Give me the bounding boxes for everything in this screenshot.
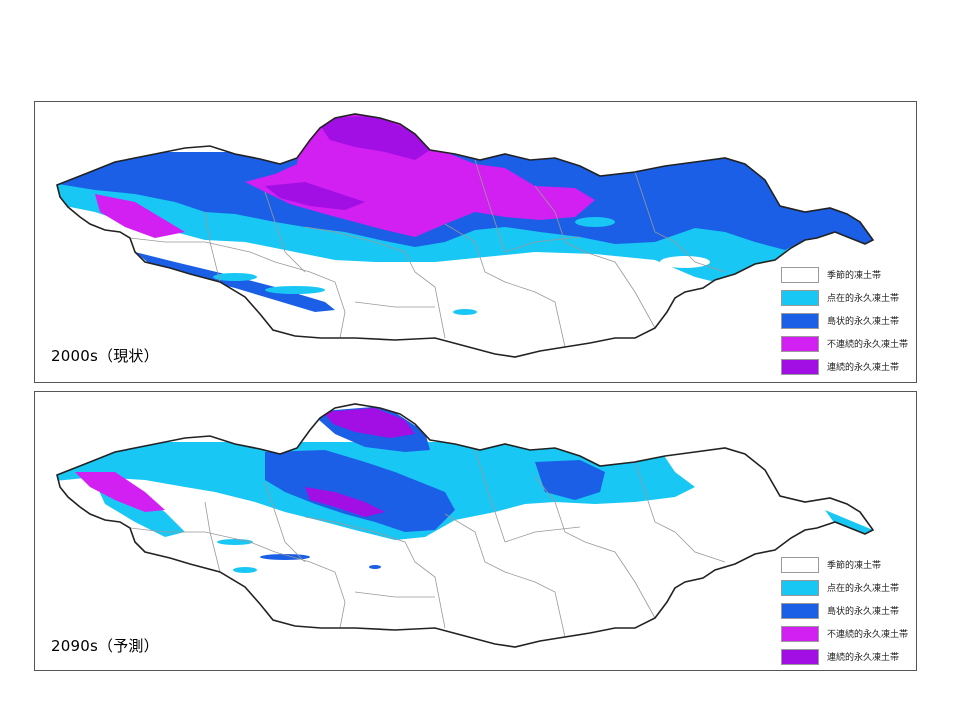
legend-swatch-discontinuous xyxy=(781,336,819,352)
legend-swatch-continuous xyxy=(781,649,819,665)
legend-label-sporadic: 点在的永久凍土帯 xyxy=(827,294,900,304)
mongolia-outline-2090s xyxy=(56,403,875,648)
legend-label-isolated: 島状的永久凍土帯 xyxy=(827,607,900,617)
legend-label-seasonal: 季節的凍土帯 xyxy=(827,561,882,571)
legend-swatch-seasonal xyxy=(781,557,819,573)
mongolia-permafrost-map-2000s xyxy=(56,113,875,358)
province-boundaries-2000s xyxy=(129,159,726,348)
legend-label-seasonal: 季節的凍土帯 xyxy=(827,271,882,281)
map-panel-2090s: 2090s（予測） 季節的凍土帯 点在的永久凍土帯 島状的永久凍土帯 不連続的永… xyxy=(34,391,917,671)
legend-swatch-isolated xyxy=(781,603,819,619)
legend-label-continuous: 連続的永久凍土帯 xyxy=(827,653,900,663)
legend-label-isolated: 島状的永久凍土帯 xyxy=(827,317,900,327)
legend-swatch-continuous xyxy=(781,359,819,375)
mongolia-outline-2000s xyxy=(56,113,875,358)
legend-label-discontinuous: 不連続的永久凍土帯 xyxy=(827,630,909,640)
province-boundaries-2090s xyxy=(129,449,726,638)
legend-label-discontinuous: 不連続的永久凍土帯 xyxy=(827,340,909,350)
legend-swatch-seasonal xyxy=(781,267,819,283)
legend-swatch-discontinuous xyxy=(781,626,819,642)
legend-label-continuous: 連続的永久凍土帯 xyxy=(827,363,900,373)
legend-swatch-sporadic xyxy=(781,290,819,306)
era-label-2090s: 2090s（予測） xyxy=(51,637,159,655)
legend-label-sporadic: 点在的永久凍土帯 xyxy=(827,584,900,594)
legend-swatch-sporadic xyxy=(781,580,819,596)
mongolia-permafrost-map-2090s xyxy=(56,403,875,648)
legend-swatch-isolated xyxy=(781,313,819,329)
map-panel-2000s: 2000s（現状） 季節的凍土帯 点在的永久凍土帯 島状的永久凍土帯 不連続的永… xyxy=(34,101,917,383)
era-label-2000s: 2000s（現状） xyxy=(51,347,159,365)
